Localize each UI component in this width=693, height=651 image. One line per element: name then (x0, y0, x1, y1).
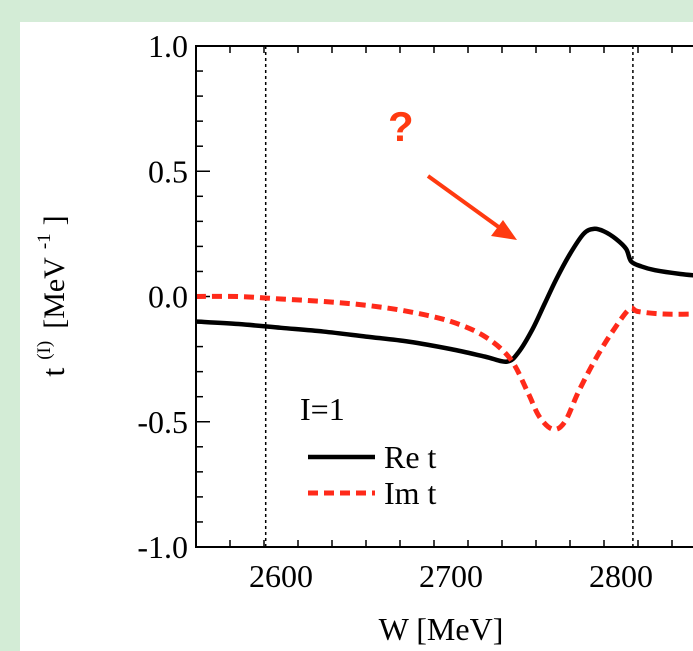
arrow-head-icon (491, 220, 517, 240)
y-tick-label: -0.5 (137, 404, 188, 440)
x-tick-label: 2800 (589, 558, 653, 594)
y-axis-label-unit-sup: -1 (34, 233, 55, 249)
y-tick-label: 0.5 (148, 153, 188, 189)
legend-label-re-t: Re t (384, 439, 437, 475)
x-axis-label: W [MeV] (379, 611, 504, 647)
series-line-re-t (195, 226, 693, 364)
y-axis-label-main: t (35, 368, 71, 377)
legend-label-im-t: Im t (384, 475, 437, 511)
ticks-layer (195, 45, 673, 548)
reference-lines (264, 46, 634, 547)
legend-title: I=1 (300, 391, 345, 427)
y-axis-label-sup: (I) (34, 341, 55, 360)
annotation: ? (388, 103, 517, 240)
question-mark-annotation: ? (388, 103, 414, 150)
y-axis-label-unit-close: ] (38, 215, 71, 225)
x-tick-labels: 2600 2700 2800 (249, 558, 653, 594)
y-tick-label: 1.0 (148, 28, 188, 64)
y-axis-label: t (I) [MeV -1 ] (21, 215, 71, 376)
series-line-im-t (195, 293, 693, 432)
y-tick-labels: 1.0 0.5 0.0 -0.5 -1.0 (137, 28, 188, 565)
arrow-icon (426, 174, 502, 230)
background-strip-left (0, 0, 20, 651)
background-strip-top (0, 0, 693, 22)
series-layer (195, 226, 693, 432)
y-axis-label-unit: [MeV (38, 257, 71, 329)
plot-frame (195, 45, 693, 548)
x-tick-label: 2600 (249, 558, 313, 594)
legend: I=1 Re t Im t (300, 391, 437, 511)
y-tick-label: -1.0 (137, 529, 188, 565)
x-tick-label: 2700 (419, 558, 483, 594)
y-tick-label: 0.0 (148, 279, 188, 315)
